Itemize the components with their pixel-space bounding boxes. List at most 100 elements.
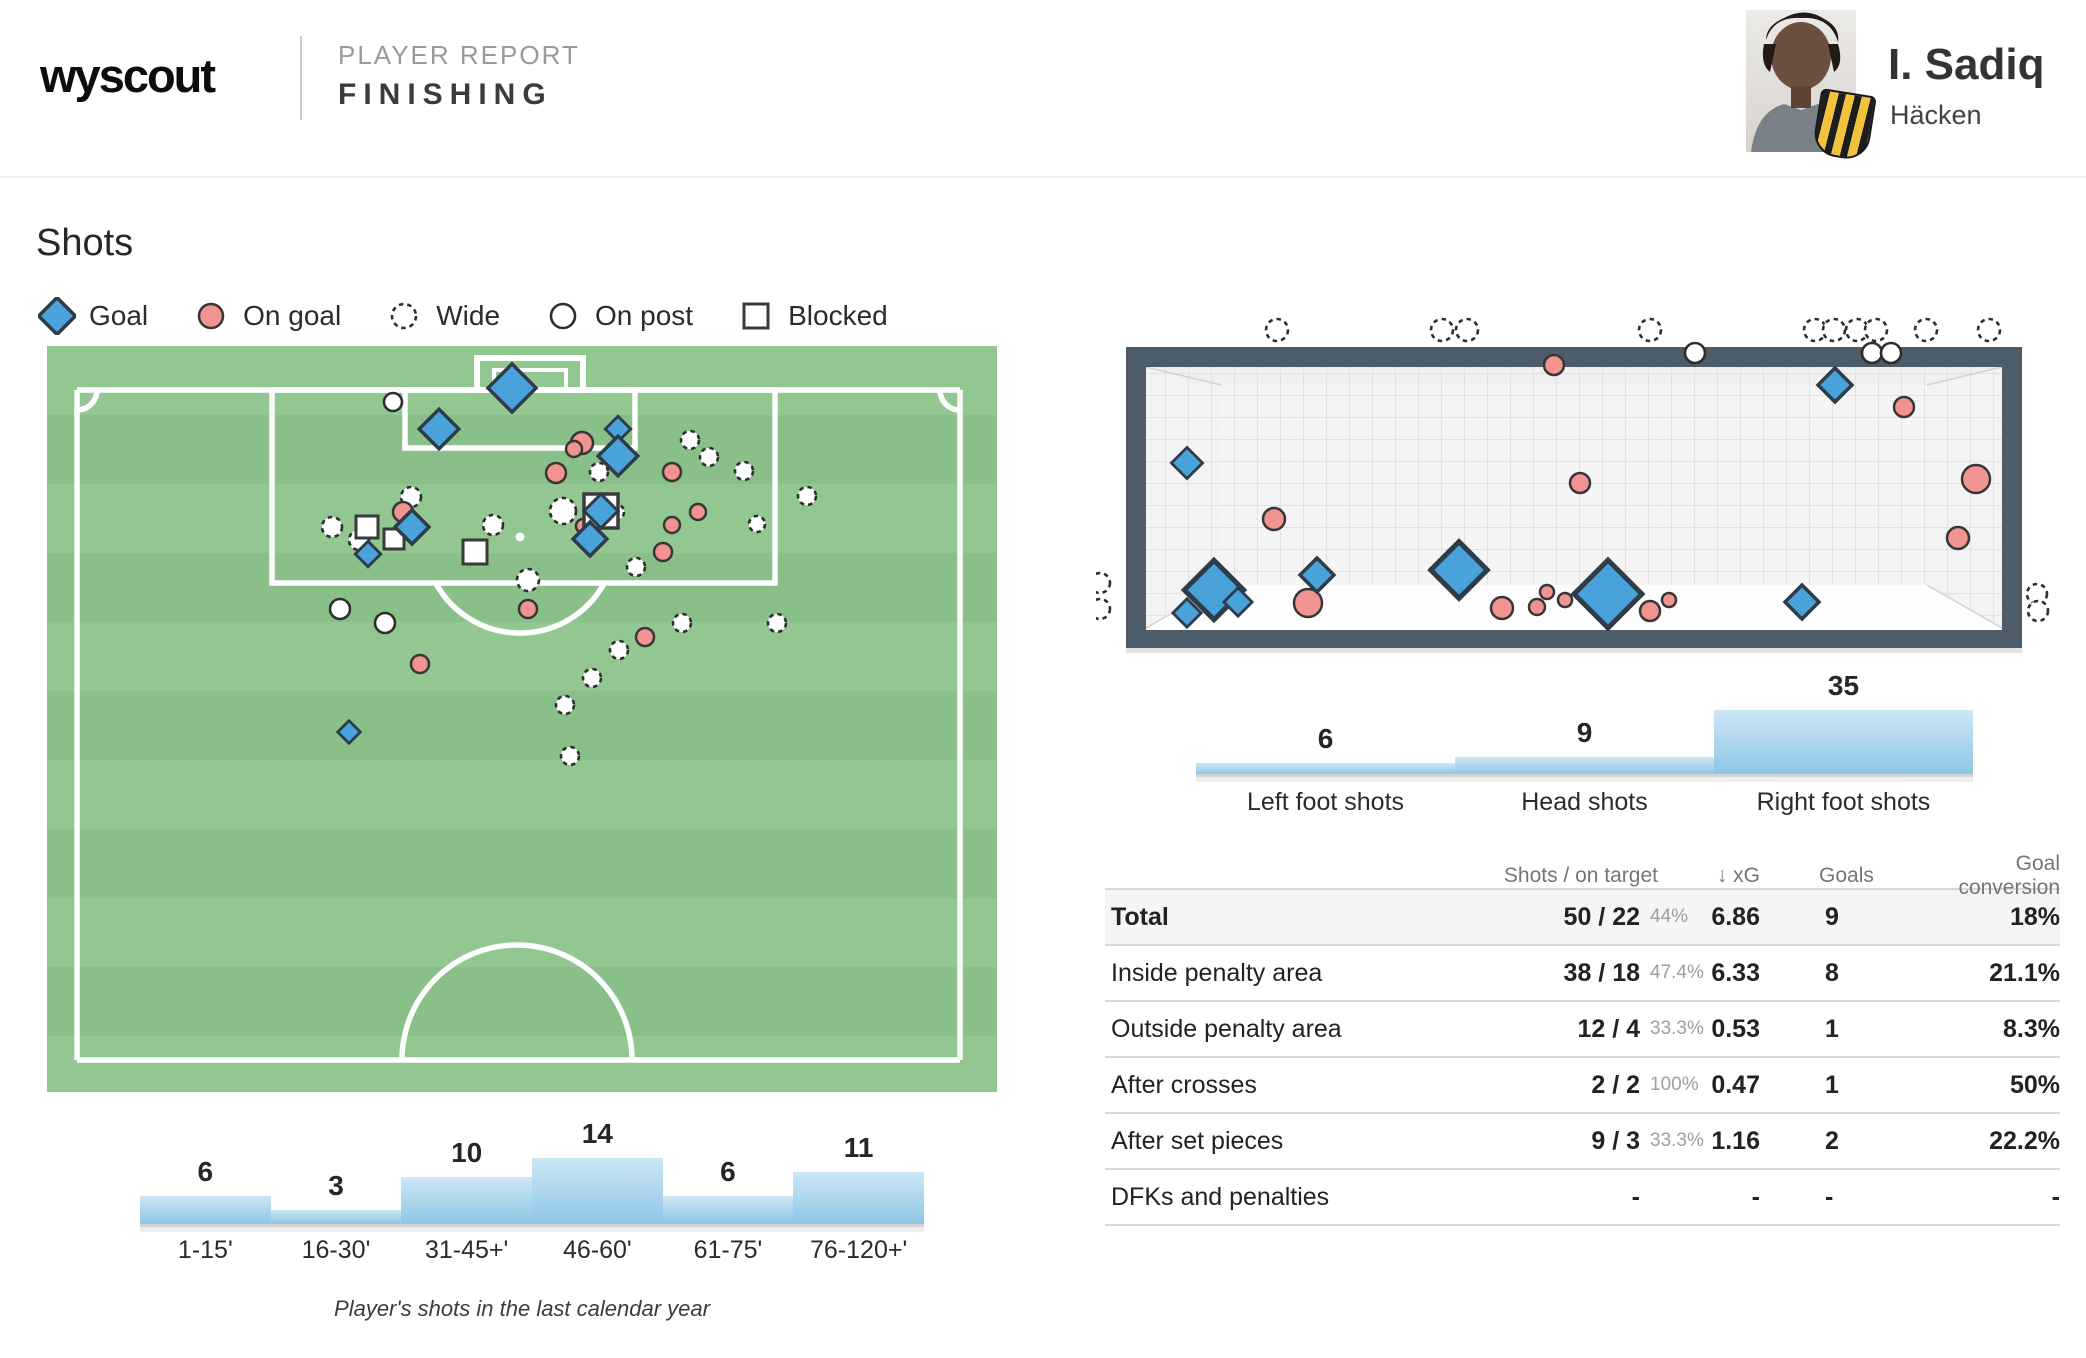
shot-marker-wide [588,461,610,483]
cell-goal-conversion: 8.3% [2003,1014,2060,1043]
player-name: I. Sadiq [1888,40,2045,89]
shot-marker-goal [335,718,363,746]
shot-marker-goal [416,406,462,452]
cell-on-target-pct: 44% [1650,906,1689,927]
shot-marker-blocked [382,527,406,551]
shot-marker-on_post [1860,341,1884,365]
shot-marker-wide [747,514,767,534]
shot-marker-wide [698,446,720,468]
shot-marker-wide [390,302,418,330]
shot-marker-blocked [461,538,489,566]
col-header-shots: Shots / on target [1503,864,1658,887]
shot-legend: Goal On goal Wide On post Blocked [38,296,888,336]
cell-shots: 2 / 2 [1591,1070,1640,1099]
bar-category-label: 31-45+' [424,1236,509,1264]
table-row: Inside penalty area 38 / 18 47.4% 6.33 8 21.1… [1105,944,2060,1000]
bar-value: 9 [1576,717,1593,748]
cell-shots: 50 / 22 [1563,902,1640,931]
legend-label: Goal [89,300,149,331]
shot-marker-on_goal [1945,525,1971,551]
shot-marker-on_post [328,597,352,621]
legend-item-wide: Wide [385,297,500,335]
legend-label: Blocked [788,300,888,331]
shot-marker-on_goal [1960,463,1992,495]
cell-goals: 2 [1825,1126,1839,1155]
bar-column: 6 [140,1095,271,1224]
bar [662,1196,794,1224]
shot-marker-wide [733,460,755,482]
cell-shots: - [1631,1182,1640,1211]
shot-marker-goal [38,297,76,335]
bar-value: 10 [451,1137,483,1168]
shot-marker-wide [766,612,788,634]
shot-marker-goal [1427,538,1491,602]
bar-category-label: Left foot shots [1246,788,1405,816]
shot-marker-on_goal [634,626,656,648]
col-header-xg: ↓ xG [1716,864,1760,887]
shot-marker-on_goal [409,653,431,675]
on_goal-icon [197,302,225,330]
shot-marker-wide [2026,599,2050,623]
section-title: Shots [36,222,134,264]
shot-marker-wide [481,513,505,537]
bar-column: 10 [401,1095,532,1224]
goal-shot-map [1088,307,2056,677]
legend-label: Wide [436,300,501,331]
pitch-shot-markers [320,361,818,767]
cell-goals: 9 [1825,902,1839,931]
shot-marker-wide [1821,317,1847,343]
wyscout-logo: wyscout [40,49,216,102]
bar [140,1196,271,1224]
row-label: Total [1111,902,1169,931]
shot-marker-goal [1169,445,1205,481]
bar-category-label: 46-60' [562,1236,632,1264]
shot-marker-goal [1782,582,1822,622]
row-label: DFKs and penalties [1111,1182,1330,1211]
shot-marker-blocked_goal [581,491,621,531]
bar-category-label: Right foot shots [1756,788,1931,816]
bar-value: 14 [581,1118,613,1149]
legend-item-blocked: Blocked [737,297,888,335]
bar-category-label: Head shots [1521,788,1648,816]
shot-marker-goal [603,414,633,444]
cell-on-target-pct: 47.4% [1650,962,1704,983]
shot-marker-on_goal [564,439,584,459]
shot-marker-wide [671,612,693,634]
shot-marker-on_goal [661,461,683,483]
shot-marker-on_goal [652,541,674,563]
shot-marker-on_goal [544,461,568,485]
cell-shots: 38 / 18 [1563,958,1640,987]
table-row: After crosses 2 / 2 100% 0.47 1 50% [1105,1056,2060,1112]
shot-marker-wide [1913,317,1939,343]
table-row: Outside penalty area 12 / 4 33.3% 0.53 1 8.3% [1105,1000,2060,1056]
cell-goals: 1 [1825,1014,1839,1043]
cell-goal-conversion: 50% [2009,1070,2060,1099]
bar-column: 3 [270,1095,402,1224]
shot-marker-wide [320,515,344,539]
row-label: After set pieces [1111,1126,1284,1155]
cell-goals: 1 [1825,1070,1839,1099]
shot-marker-on_goal [688,502,708,522]
header: wyscout PLAYER REPORT FINISHING I. Sadiq… [0,0,2086,178]
table-row: After set pieces 9 / 3 33.3% 1.16 2 22.2% [1105,1112,2060,1168]
shot-marker-goal [392,507,432,547]
shot-marker-wide [625,556,647,578]
pitch-lines [74,355,963,1063]
legend-item-on_goal: On goal [192,297,341,335]
shot-marker-on_goal [1527,597,1547,617]
bar-category-label: 61-75' [693,1236,763,1264]
row-label: Inside penalty area [1111,958,1323,987]
shot-marker-on_goal [1892,395,1916,419]
shot-marker-on_goal [1660,591,1678,609]
shot-marker-wide [796,485,818,507]
cell-on-target-pct: 33.3% [1650,1130,1704,1151]
cell-goal-conversion: - [2051,1182,2060,1211]
goal-net [1145,366,2003,629]
shot-marker-goal [1170,596,1204,630]
cell-goals: 8 [1825,958,1839,987]
cell-shots: 9 / 3 [1591,1126,1640,1155]
bar-category-label: 16-30' [301,1236,371,1264]
cell-goals: - [1825,1182,1834,1211]
bar [401,1177,532,1224]
